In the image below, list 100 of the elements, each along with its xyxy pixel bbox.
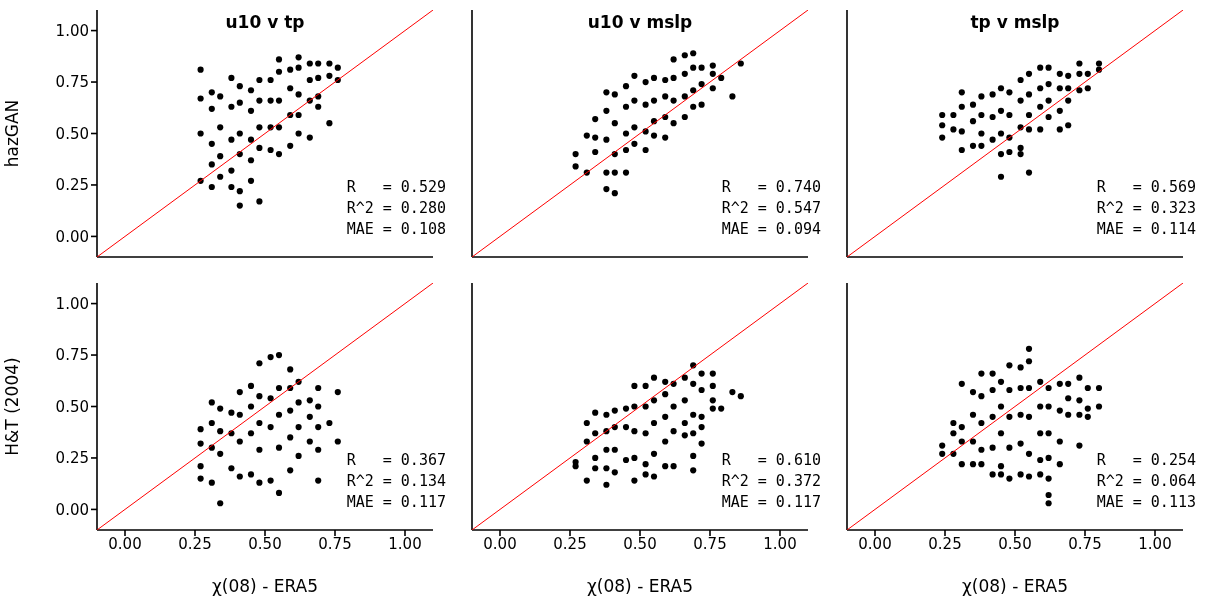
point (603, 107, 610, 114)
point (217, 405, 224, 412)
x-tick-label: 0.00 (483, 534, 517, 553)
point (256, 393, 263, 400)
point (267, 395, 274, 402)
x-tick-label: 1.00 (763, 534, 797, 553)
point (681, 70, 688, 77)
chart-title: u10 v mslp (586, 12, 694, 32)
point (315, 403, 322, 410)
x-tick-label: 0.50 (623, 534, 657, 553)
point (670, 97, 677, 104)
point (197, 426, 204, 433)
x-tick-label: 0.00 (108, 534, 142, 553)
annotation: MAE = 0.114 (1096, 219, 1196, 240)
annotation: R = 0.740 (721, 177, 821, 198)
point (603, 136, 610, 143)
annotation: R = 0.529 (346, 177, 446, 198)
annotation: R^2 = 0.547 (721, 198, 821, 219)
x-tick-label: 0.75 (693, 534, 727, 553)
point (650, 132, 658, 139)
point (315, 424, 322, 431)
point (631, 140, 638, 147)
y-axis-title: H&T (2004) (2, 357, 23, 456)
point (642, 101, 649, 108)
point (256, 419, 263, 427)
x-tick-label: 0.00 (858, 534, 892, 553)
y-tick-label: 0.25 (55, 449, 89, 468)
y-tick-label: 0.75 (55, 73, 89, 92)
point (275, 384, 283, 392)
point (681, 93, 688, 100)
point (287, 407, 294, 414)
point (592, 148, 599, 156)
point (690, 87, 697, 94)
annotation: R^2 = 0.323 (1096, 198, 1196, 219)
point (197, 475, 204, 482)
point (275, 351, 283, 359)
point (622, 103, 630, 110)
point (631, 72, 638, 79)
point (287, 434, 294, 441)
point (228, 465, 235, 472)
x-tick-label: 1.00 (1138, 534, 1172, 553)
point (603, 89, 610, 96)
annotation: R = 0.254 (1096, 450, 1196, 471)
y-tick-label: 0.75 (55, 346, 89, 365)
point (334, 389, 341, 396)
point (572, 163, 579, 170)
point (611, 190, 618, 197)
point (690, 50, 697, 57)
point (247, 382, 255, 389)
annotation: MAE = 0.108 (346, 219, 446, 240)
point (670, 56, 677, 63)
y-tick-label: 0.00 (55, 227, 89, 246)
point (197, 463, 204, 470)
point (326, 419, 333, 427)
x-tick-label: 0.50 (998, 534, 1032, 553)
point (642, 78, 649, 86)
x-tick-label: 0.75 (318, 534, 352, 553)
point (236, 438, 243, 445)
y-tick-label: 1.00 (55, 294, 89, 313)
point (197, 440, 204, 447)
point (690, 103, 697, 110)
annotation: R = 0.367 (346, 450, 446, 471)
x-tick-label: 0.25 (928, 534, 962, 553)
point (295, 424, 302, 431)
point (256, 360, 263, 367)
point (315, 477, 322, 484)
point (650, 97, 658, 104)
x-tick-label: 1.00 (388, 534, 422, 553)
x-axis-title: χ(08) - ERA5 (587, 576, 693, 596)
point (256, 446, 263, 453)
point (583, 132, 590, 139)
point (622, 169, 630, 176)
point (690, 64, 697, 71)
point (662, 134, 669, 141)
point (217, 450, 224, 457)
point (592, 116, 599, 123)
annotation: R^2 = 0.372 (721, 471, 821, 492)
point (267, 354, 274, 361)
y-axis-title: hazGAN (2, 99, 23, 168)
y-tick-label: 0.50 (55, 124, 89, 143)
point (287, 366, 294, 373)
point (603, 185, 610, 193)
point (622, 130, 630, 137)
point (572, 151, 579, 158)
x-axis-title: χ(08) - ERA5 (962, 576, 1068, 596)
point (592, 134, 599, 141)
y-tick-label: 0.50 (55, 397, 89, 416)
x-tick-label: 0.25 (553, 534, 587, 553)
x-tick-label: 0.25 (178, 534, 212, 553)
point (306, 413, 313, 420)
chart-title: tp v mslp (969, 12, 1061, 32)
point (217, 428, 224, 435)
point (611, 91, 618, 98)
point (718, 74, 725, 82)
point (315, 446, 322, 453)
point (662, 76, 669, 84)
y-tick-label: 0.25 (55, 176, 89, 195)
point (631, 124, 638, 131)
point (315, 384, 322, 392)
annotation: R^2 = 0.134 (346, 471, 446, 492)
